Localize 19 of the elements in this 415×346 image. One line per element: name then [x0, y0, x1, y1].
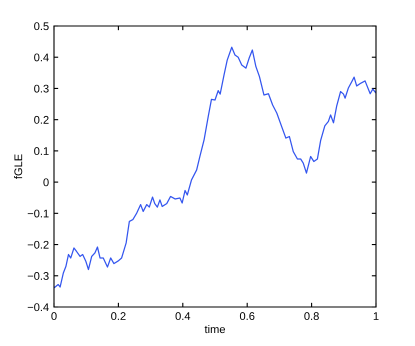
y-tick-label: 0.1: [34, 147, 49, 156]
x-tick-label: 0: [51, 312, 57, 320]
y-tick-label: −0.4: [28, 303, 49, 312]
y-tick-label: 0.5: [34, 22, 49, 30]
y-tick-label: −0.3: [28, 272, 49, 280]
x-axis-title: time: [204, 324, 225, 334]
y-tick-label: 0.4: [34, 53, 49, 62]
line-series: [54, 46, 376, 289]
y-tick-label: 0.2: [34, 116, 49, 124]
x-tick-label: 0.8: [304, 312, 319, 320]
x-tick-label: 1: [374, 312, 379, 320]
x-tick-label: 0.2: [111, 312, 126, 320]
y-tick-label: −0.1: [28, 210, 49, 218]
x-tick-label: 0.6: [240, 312, 254, 320]
y-tick-label: 0: [43, 178, 49, 186]
x-tick-label: 0.4: [176, 312, 190, 320]
y-tick-label: 0.3: [34, 84, 49, 93]
y-tick-label: −0.2: [28, 240, 49, 249]
y-axis-title: fGLE: [14, 154, 22, 179]
